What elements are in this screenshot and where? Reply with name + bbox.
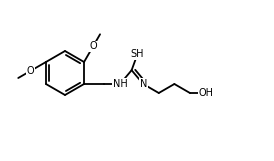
Text: O: O: [89, 41, 97, 51]
Text: NH: NH: [113, 79, 127, 89]
Text: O: O: [27, 66, 34, 76]
Text: N: N: [139, 79, 147, 89]
Text: OH: OH: [198, 88, 213, 98]
Text: SH: SH: [131, 49, 144, 59]
